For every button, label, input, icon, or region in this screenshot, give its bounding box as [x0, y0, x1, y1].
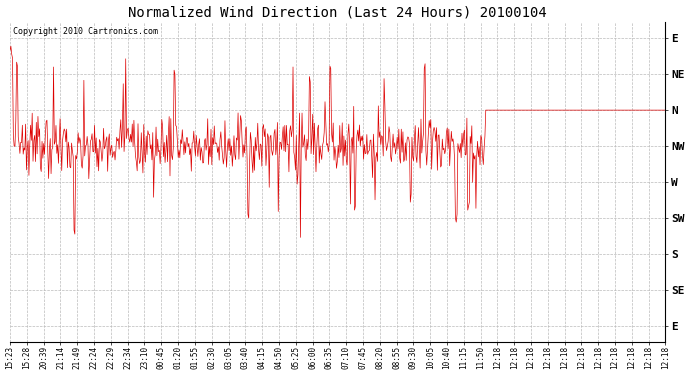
Text: Copyright 2010 Cartronics.com: Copyright 2010 Cartronics.com [13, 27, 158, 36]
Title: Normalized Wind Direction (Last 24 Hours) 20100104: Normalized Wind Direction (Last 24 Hours… [128, 6, 547, 20]
